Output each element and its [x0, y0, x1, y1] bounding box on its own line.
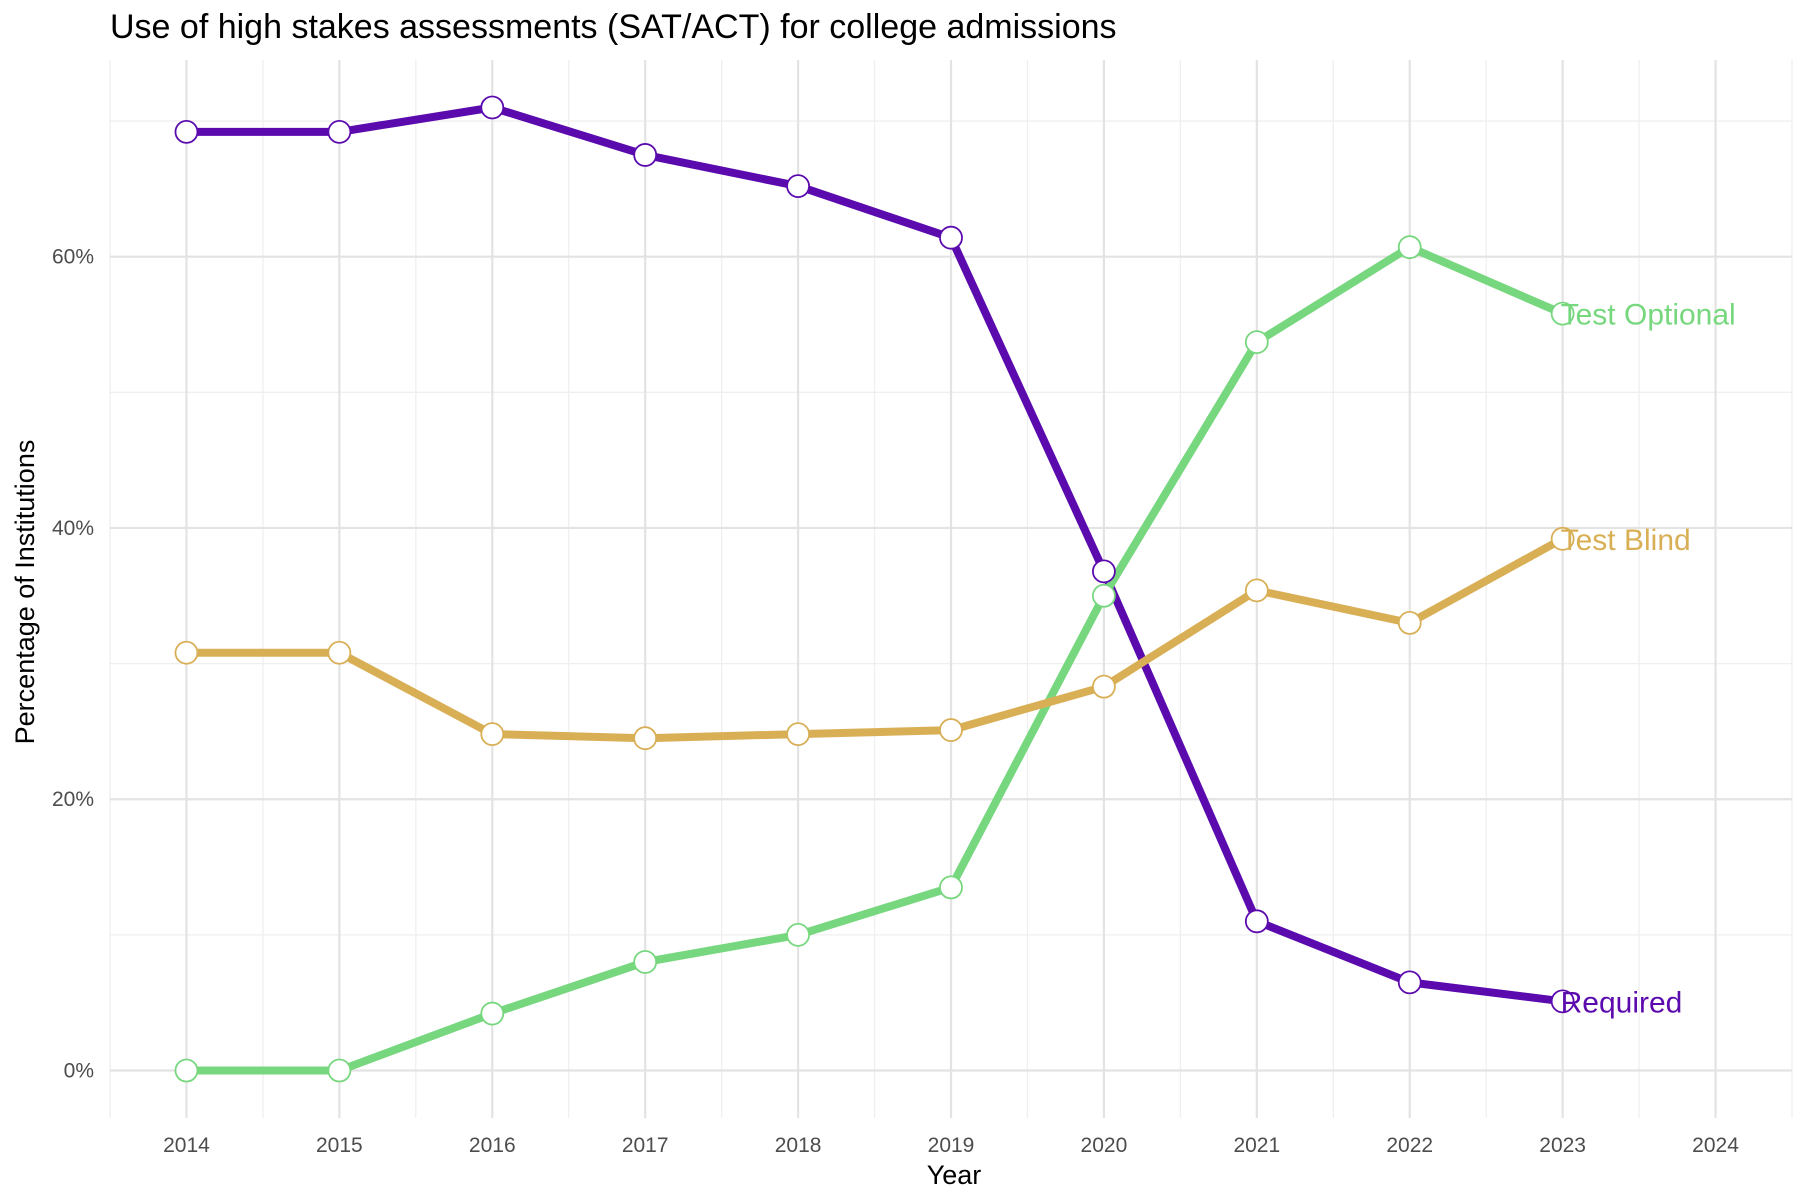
x-tick-label: 2017 [622, 1134, 669, 1157]
series-label-test-optional: Test Optional [1561, 299, 1736, 332]
y-tick-label: 0% [64, 1060, 94, 1083]
data-point-test-optional [1397, 235, 1422, 260]
data-point-test-optional [327, 1058, 352, 1083]
data-point-test-blind [786, 722, 810, 747]
x-axis-title: Year [927, 1160, 982, 1190]
x-tick-label: 2021 [1233, 1134, 1280, 1157]
data-point-test-blind [174, 640, 199, 665]
x-axis-ticks: 2014 2015 2016 2017 2018 2019 2020 2021 2022 2023… [163, 1134, 1739, 1157]
x-tick-label: 2016 [469, 1134, 516, 1157]
data-point-test-blind [1244, 578, 1269, 603]
y-axis-title: Percentage of Institutions [10, 440, 40, 745]
data-point-required [327, 119, 352, 144]
data-point-required [786, 174, 810, 199]
data-point-test-blind [633, 726, 658, 751]
x-tick-label: 2019 [928, 1134, 975, 1157]
series-labels: Required Test Optional Test Blind [1561, 299, 1736, 1020]
data-point-test-blind [1092, 674, 1116, 699]
data-point-required [939, 225, 963, 250]
data-point-test-blind [480, 722, 505, 747]
data-point-test-optional [1550, 301, 1575, 326]
data-point-test-optional [1244, 330, 1269, 355]
y-axis-ticks: 0% 20% 40% 60% [52, 246, 94, 1083]
x-tick-label: 2023 [1539, 1134, 1586, 1157]
data-point-required [633, 143, 658, 167]
series-line-test-blind [182, 534, 1567, 743]
y-tick-label: 60% [52, 246, 94, 269]
series-line-required [182, 103, 1567, 1006]
x-tick-label: 2015 [316, 1134, 363, 1157]
chart-title: Use of high stakes assessments (SAT/ACT)… [110, 8, 1117, 46]
data-point-test-optional [939, 875, 963, 900]
data-point-required [1092, 559, 1116, 584]
data-point-required [1244, 909, 1269, 934]
x-tick-label: 2024 [1692, 1134, 1739, 1157]
x-tick-label: 2022 [1386, 1134, 1433, 1157]
x-tick-label: 2014 [163, 1134, 210, 1157]
data-point-required [1550, 989, 1575, 1014]
data-point-test-optional [480, 1001, 505, 1026]
x-tick-label: 2018 [775, 1134, 822, 1157]
data-point-required [174, 119, 199, 144]
series-lines [182, 103, 1567, 1075]
data-point-test-optional [1092, 583, 1116, 608]
y-tick-label: 20% [52, 788, 94, 811]
data-point-test-blind [1550, 526, 1575, 551]
data-point-test-optional [174, 1058, 199, 1083]
series-label-test-blind: Test Blind [1561, 524, 1691, 557]
data-point-test-optional [786, 922, 810, 947]
data-point-test-blind [327, 640, 352, 665]
data-point-test-blind [939, 718, 963, 742]
series-line-test-optional [182, 243, 1567, 1075]
series-label-required: Required [1561, 986, 1683, 1019]
minor-gridlines [109, 60, 1793, 1118]
data-point-test-blind [1397, 611, 1422, 635]
series-points [174, 95, 1575, 1083]
y-tick-label: 40% [52, 517, 94, 540]
x-tick-label: 2020 [1081, 1134, 1128, 1157]
data-point-required [480, 95, 505, 120]
major-gridlines [110, 60, 1792, 1118]
data-point-test-optional [633, 950, 658, 974]
data-point-required [1397, 970, 1422, 995]
